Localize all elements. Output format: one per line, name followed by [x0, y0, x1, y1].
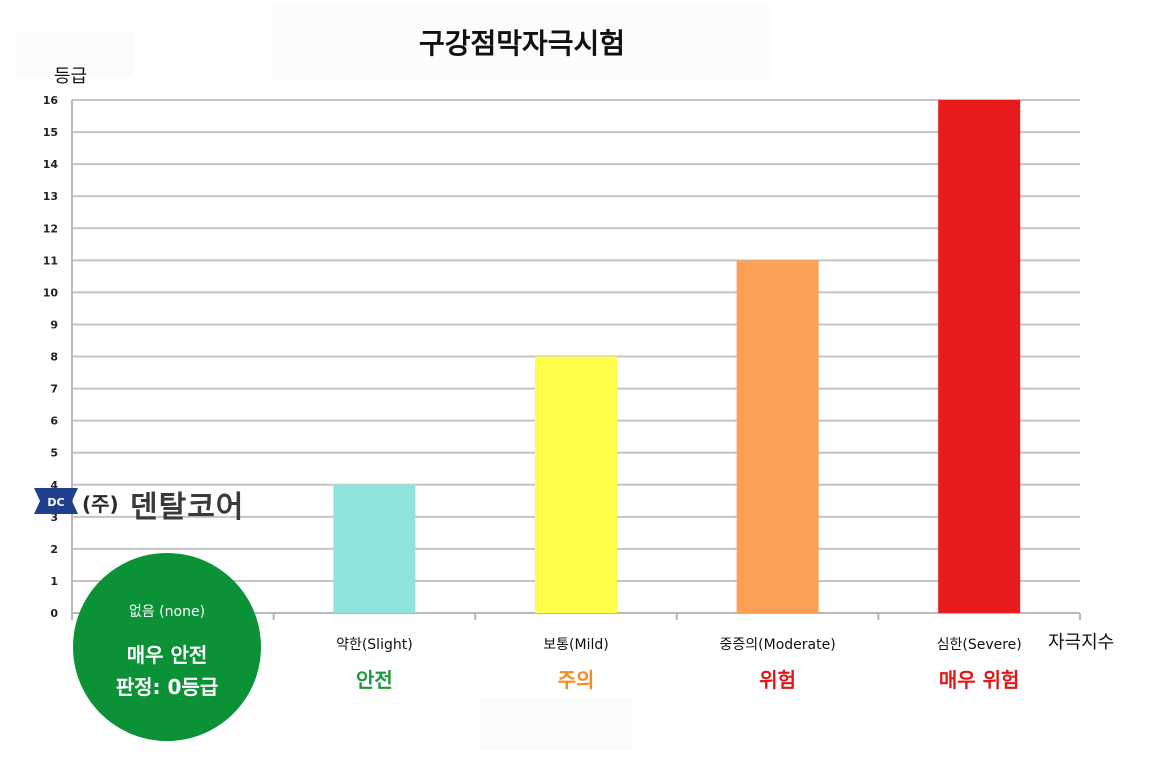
y-tick-label: 13	[43, 190, 58, 203]
y-tick-label: 3	[50, 511, 58, 524]
y-tick-label: 9	[50, 318, 58, 331]
x-tick-label: 중증의(Moderate)	[719, 637, 836, 653]
bars	[333, 100, 1021, 613]
y-tick-label: 10	[43, 286, 59, 299]
result-grade: 판정: 0등급	[115, 675, 219, 699]
logo-name: 덴탈코어	[130, 490, 245, 525]
bar	[535, 356, 617, 613]
dc-badge-text: DC	[47, 496, 64, 509]
y-tick-label: 8	[50, 351, 58, 364]
y-tick-label: 16	[43, 94, 59, 107]
y-tick-label: 0	[50, 607, 58, 620]
y-tick-label: 5	[50, 447, 58, 460]
y-tick-label: 14	[43, 158, 59, 171]
y-axis-label: 등급	[54, 66, 88, 87]
bar	[333, 484, 416, 613]
company-logo: DC (주) 덴탈코어	[32, 482, 282, 525]
chart-title: 구강점막자극시험	[418, 27, 626, 60]
x-axis-label: 자극지수	[1048, 632, 1115, 653]
x-tick-label: 심한(Severe)	[936, 637, 1022, 653]
result-verdict: 매우 안전	[126, 643, 208, 667]
y-tick-label: 4	[50, 479, 58, 492]
verdict-label: 안전	[355, 668, 393, 692]
dc-badge-icon: DC	[34, 488, 78, 514]
x-tick-label: 약한(Slight)	[336, 637, 413, 653]
y-tick-label: 1	[50, 575, 58, 588]
title-background	[272, 5, 772, 81]
bar	[736, 260, 819, 613]
y-tick-label: 6	[50, 415, 58, 428]
verdict-label: 주의	[557, 668, 595, 692]
axes	[71, 100, 1081, 620]
y-tick-label: 12	[43, 222, 58, 235]
bottom-background	[480, 698, 632, 750]
y-tick-label: 11	[43, 254, 58, 267]
verdict-label: 위험	[759, 668, 796, 692]
y-tick-label: 15	[43, 126, 58, 139]
y-tick-label: 2	[50, 543, 58, 556]
bar	[938, 100, 1021, 613]
y-tick-label: 7	[50, 383, 58, 396]
logo-paren: (주)	[82, 492, 119, 516]
result-badge: 없음 (none) 매우 안전 판정: 0등급	[73, 553, 261, 741]
ylabel-background	[16, 33, 134, 77]
verdict-label: 매우 위험	[938, 668, 1020, 692]
x-tick-label: 보통(Mild)	[543, 637, 609, 653]
result-category: 없음 (none)	[128, 604, 206, 620]
